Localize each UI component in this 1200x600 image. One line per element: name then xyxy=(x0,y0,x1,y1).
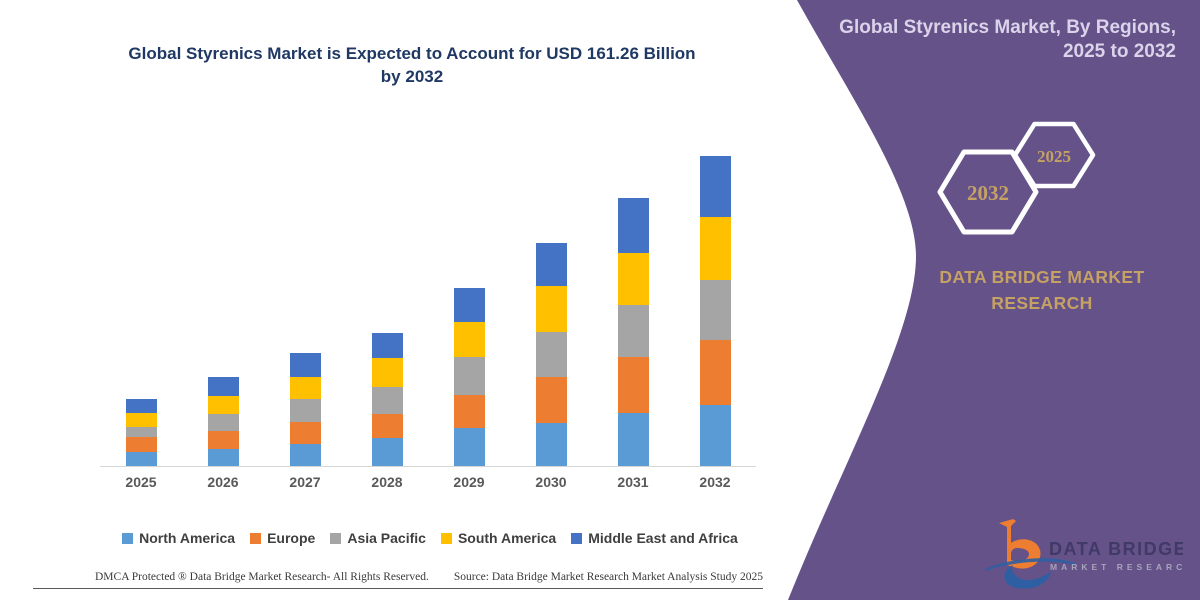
legend-swatch-south-america xyxy=(440,532,452,544)
bar-2031-segment-europe xyxy=(617,357,649,414)
x-axis-label-2031: 2031 xyxy=(617,474,649,490)
footer-source-text: Source: Data Bridge Market Research Mark… xyxy=(453,571,763,583)
plot-area xyxy=(100,140,756,467)
bar-2026-segment-north-america xyxy=(207,448,239,466)
bar-2030-segment-middle-east-and-africa xyxy=(535,242,567,286)
bar-2028-segment-north-america xyxy=(371,438,403,466)
legend-swatch-north-america xyxy=(122,532,134,544)
logo-d-swoosh-icon xyxy=(1004,565,1051,589)
bar-2028 xyxy=(371,332,403,466)
bar-2030-segment-europe xyxy=(535,376,567,423)
bar-2026-segment-europe xyxy=(207,431,239,449)
bar-2028-segment-asia-pacific xyxy=(371,386,403,415)
bar-2025-segment-asia-pacific xyxy=(125,427,157,438)
bar-2025-segment-middle-east-and-africa xyxy=(125,399,157,413)
x-axis-label-2029: 2029 xyxy=(453,474,485,490)
bar-2026-segment-south-america xyxy=(207,396,239,414)
legend-label-north-america: North America xyxy=(139,530,236,546)
bar-2027 xyxy=(289,353,321,466)
hexagon-badges: 2032 2025 xyxy=(937,121,1096,235)
x-axis-label-2028: 2028 xyxy=(371,474,403,490)
bar-2025 xyxy=(125,399,157,466)
x-axis-label-2025: 2025 xyxy=(125,474,157,490)
hexagon-2025-label: 2025 xyxy=(1037,147,1071,166)
legend-swatch-asia-pacific xyxy=(330,532,342,544)
bar-2026-segment-middle-east-and-africa xyxy=(207,377,239,397)
bar-2026-segment-asia-pacific xyxy=(207,413,239,432)
legend-item-europe: Europe xyxy=(250,530,315,546)
bar-2027-segment-north-america xyxy=(289,444,321,466)
legend-label-middle-east-and-africa: Middle East and Africa xyxy=(588,530,738,546)
logo-swoosh-line-icon xyxy=(985,558,1075,571)
bar-2029-segment-asia-pacific xyxy=(453,357,485,396)
bar-2029-segment-north-america xyxy=(453,427,485,466)
legend-label-south-america: South America xyxy=(457,530,557,546)
footer-dmca-text: DMCA Protected ® Data Bridge Market Rese… xyxy=(95,571,429,583)
bar-2028-segment-middle-east-and-africa xyxy=(371,332,403,359)
bar-2031-segment-south-america xyxy=(617,252,649,306)
bar-2031-segment-north-america xyxy=(617,413,649,466)
bar-2028-segment-europe xyxy=(371,414,403,439)
bar-2028-segment-south-america xyxy=(371,358,403,387)
logo-marketresearch-text: MARKET RESEARCH xyxy=(1050,562,1183,572)
bar-2030-segment-north-america xyxy=(535,422,567,466)
hexagon-2032 xyxy=(937,149,1039,235)
bar-2029-segment-south-america xyxy=(453,321,485,358)
bar-2030-segment-asia-pacific xyxy=(535,331,567,377)
bar-2029-segment-europe xyxy=(453,395,485,428)
panel-title: Global Styrenics Market, By Regions, 202… xyxy=(839,17,1176,62)
x-axis-label-2032: 2032 xyxy=(699,474,731,490)
bar-2032 xyxy=(699,155,731,466)
bar-2025-segment-south-america xyxy=(125,412,157,428)
legend-swatch-europe xyxy=(250,532,262,544)
hexagon-2032-label: 2032 xyxy=(967,181,1009,205)
panel-background xyxy=(788,0,1200,600)
chart-title: Global Styrenics Market is Expected to A… xyxy=(128,44,696,86)
databridge-logo: DATA BRIDGE MARKET RESEARCH xyxy=(985,519,1183,589)
brand-name-text: DATA BRIDGE MARKET RESEARCH xyxy=(939,267,1145,313)
legend-label-europe: Europe xyxy=(267,530,316,546)
legend-item-asia-pacific: Asia Pacific xyxy=(330,530,426,546)
bar-2030-segment-south-america xyxy=(535,285,567,332)
bar-2025-segment-europe xyxy=(125,437,157,452)
bar-2032-segment-south-america xyxy=(699,217,731,281)
bar-2026 xyxy=(207,377,239,466)
bar-2025-segment-north-america xyxy=(125,451,157,466)
bar-2031 xyxy=(617,198,649,466)
bar-2032-segment-asia-pacific xyxy=(699,280,731,340)
logo-databridge-text: DATA BRIDGE xyxy=(1049,539,1183,559)
legend-item-north-america: North America xyxy=(122,530,235,546)
bar-2029 xyxy=(453,288,485,466)
legend-label-asia-pacific: Asia Pacific xyxy=(347,530,426,546)
x-axis-label-2027: 2027 xyxy=(289,474,321,490)
bar-2030 xyxy=(535,242,567,466)
legend-item-middle-east-and-africa: Middle East and Africa xyxy=(571,530,738,546)
hexagon-2025 xyxy=(1012,121,1096,189)
bar-2031-segment-asia-pacific xyxy=(617,305,649,358)
logo-b-icon xyxy=(999,519,1041,569)
bar-2027-segment-asia-pacific xyxy=(289,398,321,422)
legend: North America Europe Asia Pacific South Ame… xyxy=(96,530,764,546)
legend-item-south-america: South America xyxy=(440,530,557,546)
footer: DMCA Protected ® Data Bridge Market Rese… xyxy=(95,571,763,583)
bar-2032-segment-middle-east-and-africa xyxy=(699,155,731,218)
x-axis-label-2026: 2026 xyxy=(207,474,239,490)
bar-2031-segment-middle-east-and-africa xyxy=(617,198,649,253)
x-axis-labels: 2025 2026 2027 2028 2029 2030 2031 2032 xyxy=(100,474,756,490)
footer-divider xyxy=(33,588,763,589)
bar-2029-segment-middle-east-and-africa xyxy=(453,288,485,322)
x-axis-label-2030: 2030 xyxy=(535,474,567,490)
bar-2032-segment-europe xyxy=(699,340,731,405)
bar-2027-segment-south-america xyxy=(289,376,321,399)
bar-2032-segment-north-america xyxy=(699,405,731,466)
bar-2027-segment-europe xyxy=(289,421,321,445)
bar-2027-segment-middle-east-and-africa xyxy=(289,353,321,377)
legend-swatch-middle-east-and-africa xyxy=(571,532,583,544)
